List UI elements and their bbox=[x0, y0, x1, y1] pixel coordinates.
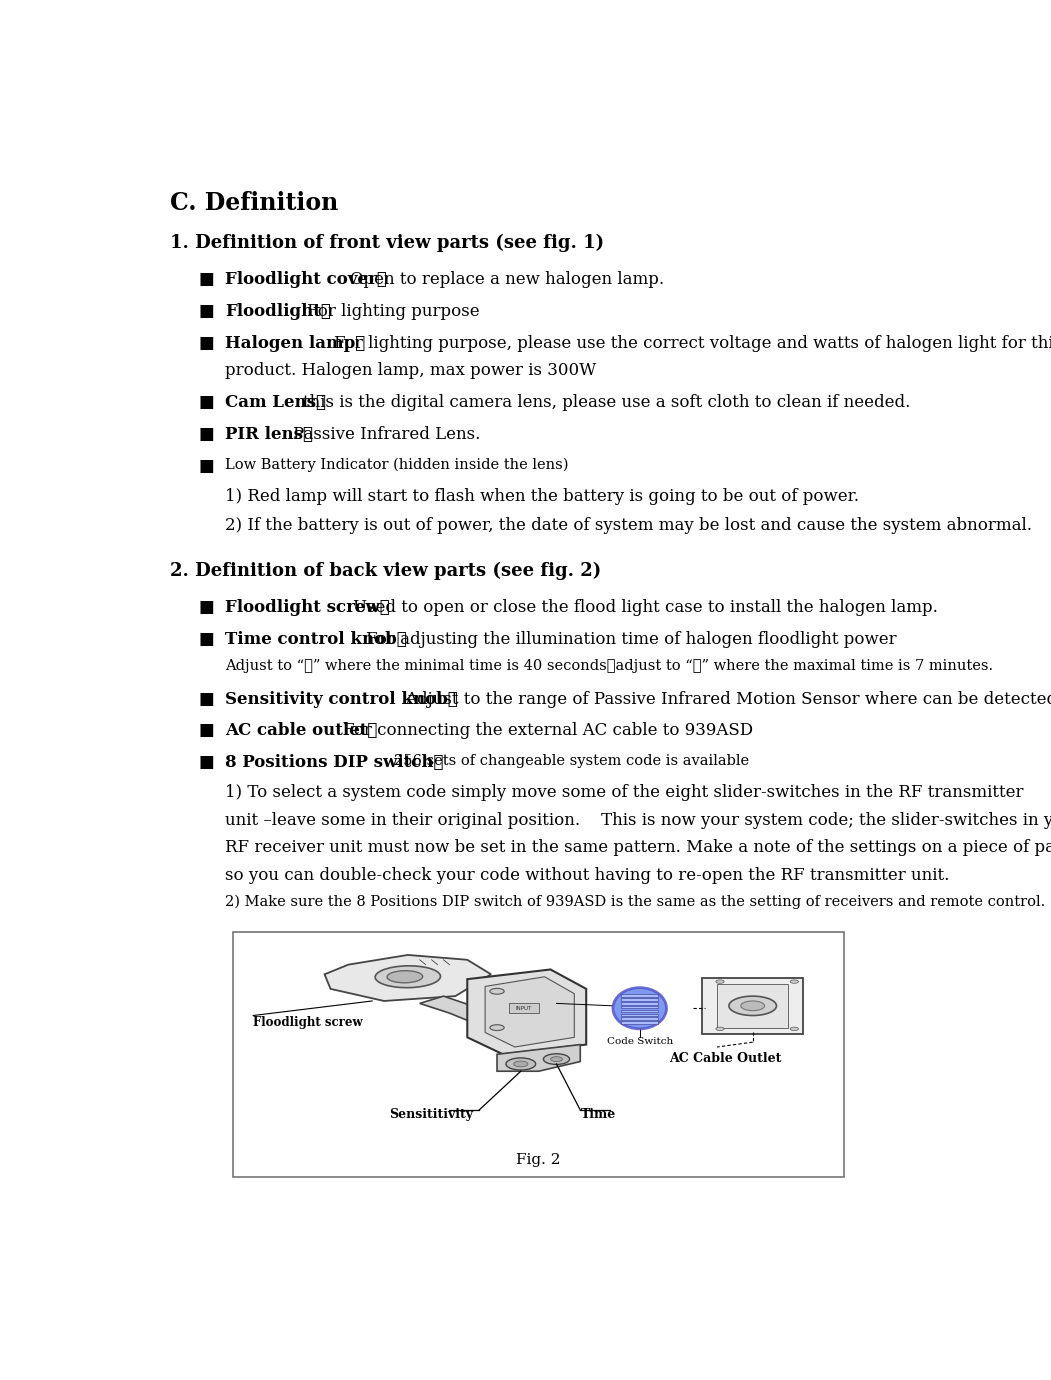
Text: 2) Make sure the 8 Positions DIP switch of 939ASD is the same as the setting of : 2) Make sure the 8 Positions DIP switch … bbox=[225, 894, 1046, 909]
Text: ■: ■ bbox=[199, 755, 214, 771]
Text: Adjust to “－” where the minimal time is 40 seconds；adjust to “＋” where the maxim: Adjust to “－” where the minimal time is … bbox=[225, 658, 993, 672]
FancyBboxPatch shape bbox=[233, 932, 844, 1177]
Text: Floodlight cover：: Floodlight cover： bbox=[225, 270, 387, 288]
Text: Halogen lamp：: Halogen lamp： bbox=[225, 334, 366, 352]
Text: Sensitivity control knob：: Sensitivity control knob： bbox=[225, 690, 458, 708]
Text: ■: ■ bbox=[199, 302, 214, 320]
Text: For adjusting the illumination time of halogen floodlight power: For adjusting the illumination time of h… bbox=[366, 631, 897, 649]
Text: ■: ■ bbox=[199, 395, 214, 411]
Text: AC cable outlet：: AC cable outlet： bbox=[225, 722, 377, 740]
Text: For lighting purpose: For lighting purpose bbox=[307, 302, 479, 320]
Text: ■: ■ bbox=[199, 270, 214, 288]
Text: 2. Definition of back view parts (see fig. 2): 2. Definition of back view parts (see fi… bbox=[170, 562, 602, 580]
Text: unit –leave some in their original position.    This is now your system code; th: unit –leave some in their original posit… bbox=[225, 811, 1051, 828]
Text: ■: ■ bbox=[199, 458, 214, 475]
Text: Floodlight screw：: Floodlight screw： bbox=[225, 599, 390, 615]
Text: C. Definition: C. Definition bbox=[170, 190, 338, 215]
Text: Open to replace a new halogen lamp.: Open to replace a new halogen lamp. bbox=[350, 270, 664, 288]
Text: Low Battery Indicator (hidden inside the lens): Low Battery Indicator (hidden inside the… bbox=[225, 458, 569, 472]
Text: 1) Red lamp will start to flash when the battery is going to be out of power.: 1) Red lamp will start to flash when the… bbox=[225, 487, 859, 505]
Text: 256 sets of changeable system code is available: 256 sets of changeable system code is av… bbox=[394, 755, 749, 769]
Text: ■: ■ bbox=[199, 599, 214, 615]
Text: ■: ■ bbox=[199, 631, 214, 649]
Text: ■: ■ bbox=[199, 426, 214, 443]
Text: For lighting purpose, please use the correct voltage and watts of halogen light : For lighting purpose, please use the cor… bbox=[334, 334, 1051, 352]
Text: ■: ■ bbox=[199, 690, 214, 708]
Text: product. Halogen lamp, max power is 300W: product. Halogen lamp, max power is 300W bbox=[225, 362, 596, 380]
Text: this is the digital camera lens, please use a soft cloth to clean if needed.: this is the digital camera lens, please … bbox=[304, 395, 911, 411]
Text: Adjust to the range of Passive Infrared Motion Sensor where can be detected.: Adjust to the range of Passive Infrared … bbox=[406, 690, 1051, 708]
Text: 1. Definition of front view parts (see fig. 1): 1. Definition of front view parts (see f… bbox=[170, 233, 604, 253]
Text: 8 Positions DIP switch：: 8 Positions DIP switch： bbox=[225, 755, 444, 771]
Text: PIR lens：: PIR lens： bbox=[225, 426, 313, 443]
Text: Fig. 2: Fig. 2 bbox=[516, 1154, 561, 1167]
Text: Used to open or close the flood light case to install the halogen lamp.: Used to open or close the flood light ca… bbox=[353, 599, 937, 615]
Text: Cam Lens：: Cam Lens： bbox=[225, 395, 326, 411]
Text: Time control knob：: Time control knob： bbox=[225, 631, 407, 649]
Text: Passive Infrared Lens.: Passive Infrared Lens. bbox=[293, 426, 480, 443]
Text: 1) To select a system code simply move some of the eight slider-switches in the : 1) To select a system code simply move s… bbox=[225, 784, 1024, 800]
Text: RF receiver unit must now be set in the same pattern. Make a note of the setting: RF receiver unit must now be set in the … bbox=[225, 839, 1051, 856]
Text: ■: ■ bbox=[199, 334, 214, 352]
Text: 2) If the battery is out of power, the date of system may be lost and cause the : 2) If the battery is out of power, the d… bbox=[225, 518, 1032, 534]
Text: ■: ■ bbox=[199, 722, 214, 740]
Text: so you can double-check your code without having to re-open the RF transmitter u: so you can double-check your code withou… bbox=[225, 867, 949, 885]
Text: For connecting the external AC cable to 939ASD: For connecting the external AC cable to … bbox=[343, 722, 754, 740]
Text: Floodlight：: Floodlight： bbox=[225, 302, 331, 320]
